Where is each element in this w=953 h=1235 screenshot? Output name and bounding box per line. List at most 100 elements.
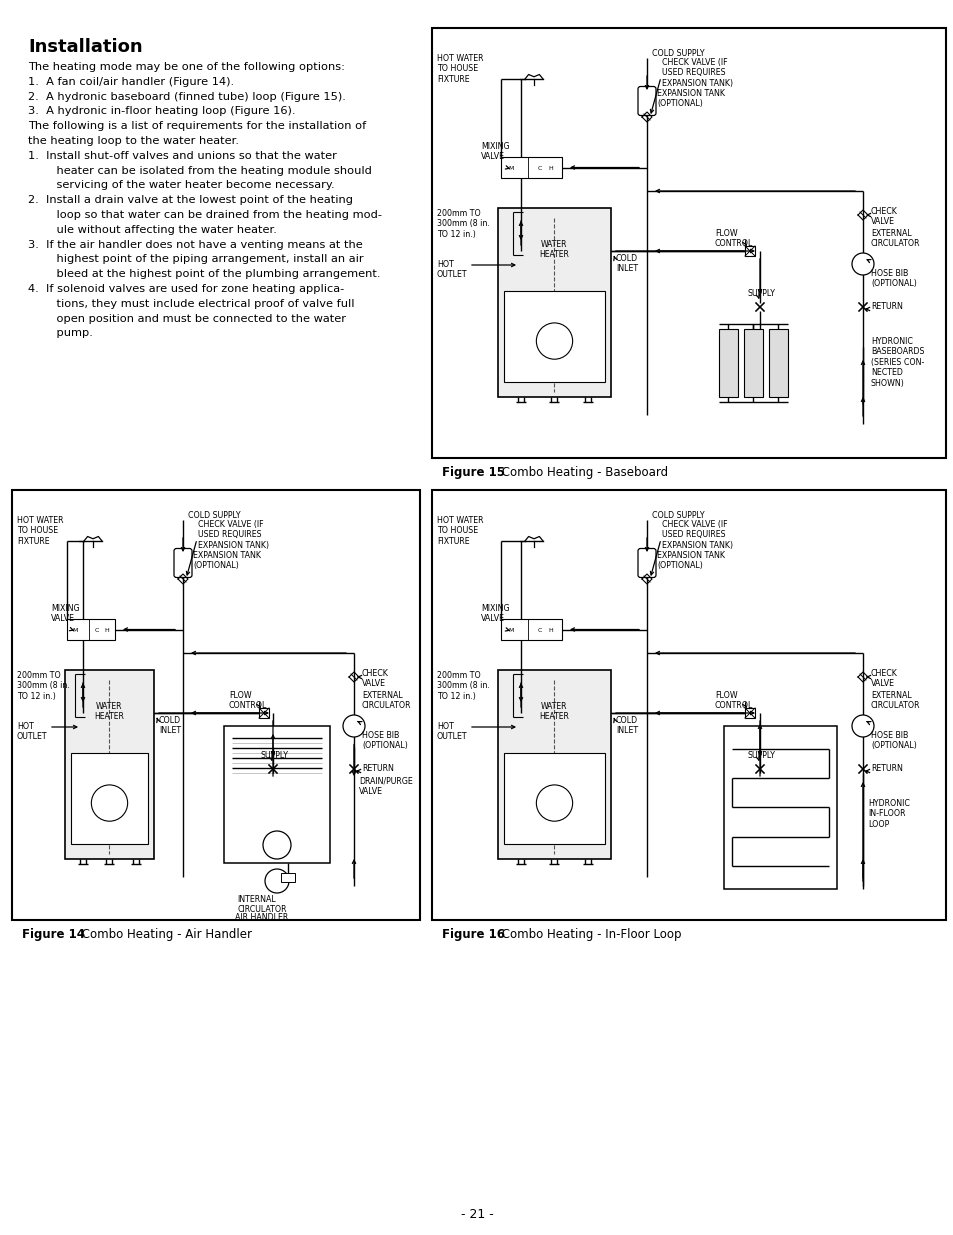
Text: H: H: [104, 629, 109, 634]
Text: CHECK
VALVE: CHECK VALVE: [361, 669, 389, 688]
Text: EXTERNAL
CIRCULATOR: EXTERNAL CIRCULATOR: [361, 692, 411, 710]
Text: M: M: [72, 629, 78, 634]
Text: AIR HANDLER: AIR HANDLER: [235, 913, 289, 923]
Circle shape: [851, 253, 873, 275]
Text: 200mm TO
300mm (8 in.
TO 12 in.): 200mm TO 300mm (8 in. TO 12 in.): [436, 671, 489, 700]
Text: C: C: [95, 629, 99, 634]
Bar: [503, 753, 604, 844]
Bar: [503, 291, 604, 382]
Text: H: H: [548, 629, 553, 634]
Bar: [432, 28, 945, 458]
Text: HOT
OUTLET: HOT OUTLET: [17, 722, 48, 741]
FancyBboxPatch shape: [638, 548, 656, 578]
Text: FLOW
CONTROL: FLOW CONTROL: [229, 692, 267, 710]
Text: 4.  If solenoid valves are used for zone heating applica-: 4. If solenoid valves are used for zone …: [28, 284, 344, 294]
Bar: [280, 873, 294, 882]
Text: loop so that water can be drained from the heating mod-: loop so that water can be drained from t…: [42, 210, 381, 220]
Text: 1.  Install shut-off valves and unions so that the water: 1. Install shut-off valves and unions so…: [28, 151, 336, 161]
Text: Combo Heating - Baseboard: Combo Heating - Baseboard: [497, 466, 667, 479]
Circle shape: [343, 715, 365, 737]
Bar: [500, 157, 561, 178]
Text: FLOW
CONTROL: FLOW CONTROL: [714, 228, 753, 248]
Text: heater can be isolated from the heating module should: heater can be isolated from the heating …: [42, 165, 372, 175]
Text: SUPPLY: SUPPLY: [747, 751, 775, 760]
Text: Figure 15: Figure 15: [441, 466, 504, 479]
Bar: [67, 619, 115, 640]
Text: HOSE BIB
(OPTIONAL): HOSE BIB (OPTIONAL): [870, 731, 916, 751]
Bar: [432, 490, 945, 920]
Text: - 21 -: - 21 -: [460, 1209, 493, 1221]
Text: Figure 16: Figure 16: [441, 927, 504, 941]
Text: highest point of the piping arrangement, install an air: highest point of the piping arrangement,…: [42, 254, 363, 264]
Bar: [744, 708, 754, 718]
Circle shape: [263, 831, 291, 860]
Text: HOSE BIB
(OPTIONAL): HOSE BIB (OPTIONAL): [361, 731, 407, 751]
Text: HOT WATER
TO HOUSE
FIXTURE: HOT WATER TO HOUSE FIXTURE: [436, 516, 483, 546]
Text: EXPANSION TANK
(OPTIONAL): EXPANSION TANK (OPTIONAL): [657, 89, 724, 109]
Text: COLD SUPPLY: COLD SUPPLY: [651, 49, 704, 58]
Text: FLOW
CONTROL: FLOW CONTROL: [714, 692, 753, 710]
Text: 2.  Install a drain valve at the lowest point of the heating: 2. Install a drain valve at the lowest p…: [28, 195, 353, 205]
Text: SUPPLY: SUPPLY: [261, 751, 289, 760]
Bar: [768, 329, 787, 396]
Text: HOT
OUTLET: HOT OUTLET: [436, 722, 467, 741]
Bar: [12, 490, 419, 920]
Circle shape: [536, 785, 572, 821]
Text: WATER
HEATER: WATER HEATER: [539, 240, 569, 259]
Text: DRAIN/PURGE
VALVE: DRAIN/PURGE VALVE: [358, 777, 413, 797]
Bar: [497, 671, 610, 860]
Text: 2.  A hydronic baseboard (finned tube) loop (Figure 15).: 2. A hydronic baseboard (finned tube) lo…: [28, 91, 346, 101]
Text: EXPANSION TANK
(OPTIONAL): EXPANSION TANK (OPTIONAL): [657, 551, 724, 571]
Bar: [744, 246, 754, 256]
Text: pump.: pump.: [42, 329, 92, 338]
Text: WATER
HEATER: WATER HEATER: [94, 701, 124, 721]
Text: the heating loop to the water heater.: the heating loop to the water heater.: [28, 136, 239, 146]
Text: CHECK VALVE (IF
USED REQUIRES
EXPANSION TANK): CHECK VALVE (IF USED REQUIRES EXPANSION …: [661, 58, 732, 88]
Circle shape: [91, 785, 128, 821]
Bar: [719, 329, 738, 396]
Text: HYDRONIC
BASEBOARDS
(SERIES CON-
NECTED
SHOWN): HYDRONIC BASEBOARDS (SERIES CON- NECTED …: [870, 337, 923, 388]
Text: COLD
INLET: COLD INLET: [159, 716, 181, 735]
Text: COLD SUPPLY: COLD SUPPLY: [188, 511, 240, 520]
Bar: [65, 671, 153, 860]
Circle shape: [265, 869, 289, 893]
Bar: [500, 619, 561, 640]
Text: HOT WATER
TO HOUSE
FIXTURE: HOT WATER TO HOUSE FIXTURE: [17, 516, 64, 546]
Text: C: C: [537, 629, 541, 634]
Text: COLD
INLET: COLD INLET: [616, 716, 638, 735]
Text: bleed at the highest point of the plumbing arrangement.: bleed at the highest point of the plumbi…: [42, 269, 380, 279]
Text: HOSE BIB
(OPTIONAL): HOSE BIB (OPTIONAL): [870, 269, 916, 289]
Text: EXTERNAL
CIRCULATOR: EXTERNAL CIRCULATOR: [870, 228, 920, 248]
Text: INTERNAL
CIRCULATOR: INTERNAL CIRCULATOR: [237, 895, 287, 914]
Text: Combo Heating - In-Floor Loop: Combo Heating - In-Floor Loop: [497, 927, 680, 941]
Text: 200mm TO
300mm (8 in.
TO 12 in.): 200mm TO 300mm (8 in. TO 12 in.): [436, 209, 489, 238]
Text: RETURN: RETURN: [361, 764, 394, 773]
FancyBboxPatch shape: [638, 86, 656, 116]
Text: open position and must be connected to the water: open position and must be connected to t…: [42, 314, 346, 324]
Circle shape: [536, 322, 572, 359]
Text: MIXING
VALVE: MIXING VALVE: [480, 142, 509, 162]
Bar: [497, 207, 610, 396]
Text: WATER
HEATER: WATER HEATER: [539, 701, 569, 721]
Text: CHECK
VALVE: CHECK VALVE: [870, 669, 897, 688]
Bar: [224, 726, 330, 863]
Text: CHECK VALVE (IF
USED REQUIRES
EXPANSION TANK): CHECK VALVE (IF USED REQUIRES EXPANSION …: [198, 520, 269, 550]
Text: CHECK
VALVE: CHECK VALVE: [870, 207, 897, 226]
Text: MIXING
VALVE: MIXING VALVE: [51, 604, 79, 624]
Text: RETURN: RETURN: [870, 303, 902, 311]
Bar: [71, 753, 148, 844]
Text: MIXING
VALVE: MIXING VALVE: [480, 604, 509, 624]
Text: servicing of the water heater become necessary.: servicing of the water heater become nec…: [42, 180, 335, 190]
Text: The heating mode may be one of the following options:: The heating mode may be one of the follo…: [28, 62, 345, 72]
Text: HYDRONIC
IN-FLOOR
LOOP: HYDRONIC IN-FLOOR LOOP: [867, 799, 909, 829]
Text: 3.  If the air handler does not have a venting means at the: 3. If the air handler does not have a ve…: [28, 240, 362, 249]
Text: RETURN: RETURN: [870, 764, 902, 773]
Text: 3.  A hydronic in-floor heating loop (Figure 16).: 3. A hydronic in-floor heating loop (Fig…: [28, 106, 295, 116]
Text: HOT WATER
TO HOUSE
FIXTURE: HOT WATER TO HOUSE FIXTURE: [436, 54, 483, 84]
Text: HOT
OUTLET: HOT OUTLET: [436, 261, 467, 279]
Text: EXTERNAL
CIRCULATOR: EXTERNAL CIRCULATOR: [870, 692, 920, 710]
Text: CHECK VALVE (IF
USED REQUIRES
EXPANSION TANK): CHECK VALVE (IF USED REQUIRES EXPANSION …: [661, 520, 732, 550]
Text: Installation: Installation: [28, 38, 143, 56]
Text: H: H: [548, 165, 553, 170]
Text: 1.  A fan coil/air handler (Figure 14).: 1. A fan coil/air handler (Figure 14).: [28, 77, 233, 86]
